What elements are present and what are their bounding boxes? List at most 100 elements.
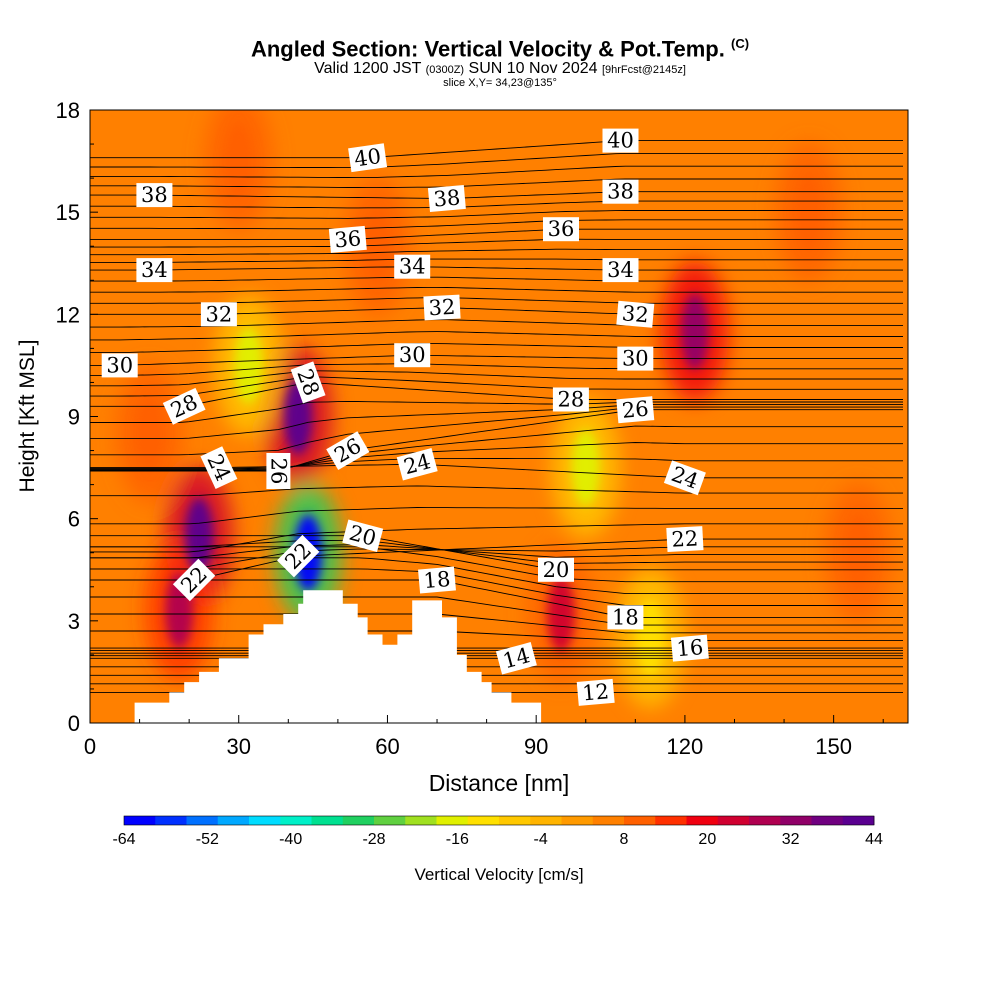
isentrope-label-box [136,258,173,283]
x-tick-label: 60 [375,734,399,759]
isentrope-label-text: 40 [353,144,383,171]
isentrope-label-text: 34 [607,258,634,282]
isentrope-line [90,248,903,256]
isentrope-label-text: 30 [399,343,426,367]
y-tick-label: 6 [68,507,80,532]
isentrope-label-box [276,534,320,578]
terrain-mask [90,590,908,723]
isentrope-line [90,613,903,634]
y-tick-label: 12 [56,302,80,327]
x-tick-label: 120 [667,734,704,759]
isentrope-label-box [666,526,704,553]
isentrope-label: 30 [101,353,138,378]
isentrope-label-box [290,361,326,404]
isentrope-label: 40 [348,143,388,173]
colorbar-tick-label: -64 [112,831,135,848]
isentrope-line [90,568,903,606]
velocity-core [680,293,709,370]
isentrope-label-box [394,254,431,279]
isentrope-line [90,200,903,209]
valid-time: Valid 1200 JST (0300Z) SUN 10 Nov 2024 [… [0,60,1000,78]
colorbar-tick-label: 44 [865,831,883,848]
isentrope-label-box [172,558,216,602]
colorbar-swatch [405,816,437,825]
isentrope-label-text: 26 [621,397,650,423]
isentrope-label-text: 12 [581,679,610,705]
isentrope-label-box [326,431,370,470]
isentrope-label-text: 30 [622,347,649,371]
isentrope-line [90,228,903,240]
isentrope-label: 26 [616,396,655,424]
isentrope-label-box [602,258,639,283]
colorbar-swatch [249,816,281,825]
isentrope-label-box [396,447,438,481]
y-tick-label: 0 [68,711,80,736]
isentrope-label-box [394,343,431,368]
isentrope-label: 28 [552,387,589,412]
isentrope-label-box [607,605,644,630]
isentrope-label: 32 [200,302,237,327]
y-tick-label: 15 [56,200,80,225]
isentrope-label-box [538,557,574,582]
isentrope-label-text: 30 [106,353,133,377]
colorbar-swatch [686,816,719,825]
copyright-mark: (C) [731,36,750,51]
colorbar-tick-label: -28 [362,831,385,848]
isentrope-label-text: 36 [333,226,362,252]
colorbar-swatch [186,816,219,825]
colorbar-swatch [624,816,656,825]
colorbar-swatch [749,816,781,825]
isentrope-line [90,579,903,618]
isentrope-line [90,376,903,397]
isentrope-line [90,370,903,387]
isentrope-label-text: 34 [399,255,426,279]
isentrope-label-box [418,566,456,594]
isentrope-label-box [427,184,466,213]
isentrope-line [90,354,903,366]
velocity-core [571,429,600,506]
colorbar-swatch [436,816,469,825]
isentrope-label-text: 34 [141,258,168,282]
isentrope-line [90,596,903,626]
isentrope-label-box [616,300,655,328]
isentrope-label: 34 [394,254,431,279]
isentrope-label-box [602,128,639,153]
colorbar-swatch [592,816,625,825]
colorbar-swatch [530,816,562,825]
isentrope-label: 34 [602,258,639,283]
isentrope-label: 16 [670,634,709,662]
isentrope-label-text: 40 [607,129,634,153]
isentrope-label: 38 [427,184,466,213]
isentrope-label: 30 [394,343,431,368]
colorbar-swatch [311,816,344,825]
colorbar-swatch [811,816,844,825]
isentrope-line [90,630,903,641]
isentrope-label-box [617,346,654,371]
isentrope-label: 24 [663,460,706,496]
y-axis-label: Height [Kft MSL] [16,340,39,493]
colorbar-swatch [842,816,875,825]
colorbar-tick-label: -40 [279,831,302,848]
velocity-core [844,514,873,591]
colorbar-swatch [342,816,375,825]
isentrope-label-box [602,179,639,204]
isentrope-label: 12 [576,678,615,706]
isentrope-line [90,178,903,189]
title-text: Angled Section: Vertical Velocity & Pot.… [250,36,725,62]
isentrope-line [90,546,903,570]
isentrope-label-text: 20 [543,558,570,582]
isentrope-line [90,557,903,595]
colorbar-swatch [280,816,312,825]
valid-date: SUN 10 Nov 2024 [468,60,598,77]
colorbar-tick-label: 32 [782,831,800,848]
isentrope-line [90,507,903,525]
isentrope-label: 18 [607,605,644,630]
colorbar-tick-label: -52 [196,831,219,848]
isentrope-line [90,286,903,293]
colorbar-swatch [467,816,500,825]
isentrope-line [90,210,903,219]
isentrope-label: 30 [617,346,654,371]
isentrope-label: 14 [495,642,537,675]
isentrope-label-box [495,642,537,675]
isentrope-label-text: 28 [558,388,585,412]
